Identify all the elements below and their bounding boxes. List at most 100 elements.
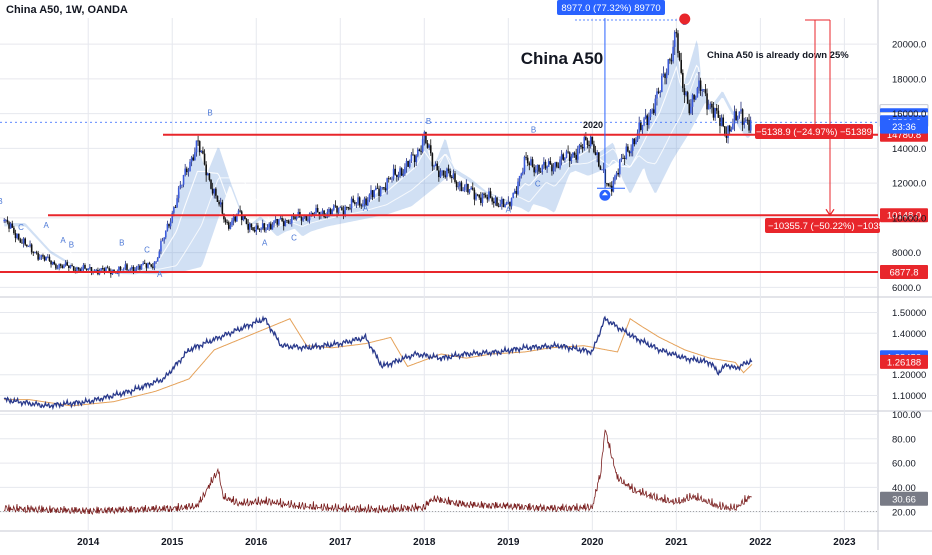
price-candle-body <box>599 166 602 170</box>
price-candle-body <box>324 216 327 218</box>
price-candle-body <box>410 154 413 162</box>
price-candle-body <box>370 190 372 195</box>
price-candle-body <box>126 264 128 270</box>
price-candle-body <box>499 204 502 207</box>
price-candle-body <box>386 178 388 191</box>
price-candle-body <box>694 97 697 100</box>
price-candle-body <box>484 194 487 197</box>
price-candle-body <box>670 60 673 62</box>
price-candle-body <box>30 244 33 253</box>
price-candle-body <box>486 196 489 200</box>
price-candle-body <box>38 257 41 260</box>
price-candle-body <box>378 188 380 197</box>
price-candle-body <box>32 252 35 254</box>
price-candle-body <box>593 144 595 153</box>
price-candle-body <box>197 140 199 142</box>
price-candle-body <box>630 150 632 154</box>
price-candle-body <box>59 264 62 266</box>
price-candle-body <box>17 233 20 240</box>
y-tick-label: 80.00 <box>892 434 916 445</box>
price-candle-body <box>286 220 288 222</box>
price-candle-body <box>310 212 312 214</box>
price-candle-body <box>678 53 681 60</box>
price-candle-body <box>583 137 586 149</box>
wave-label: B <box>207 108 212 117</box>
price-candle-body <box>302 217 304 221</box>
price-candle-body <box>177 187 180 199</box>
price-candle-body <box>620 157 623 160</box>
price-candle-body <box>745 119 747 122</box>
price-candle-body <box>119 266 122 270</box>
price-candle-body <box>90 267 93 273</box>
price-candle-body <box>208 173 211 180</box>
x-tick-label: 2023 <box>833 537 856 548</box>
price-candle-body <box>21 242 23 244</box>
price-candle-body <box>337 207 340 213</box>
price-candle-body <box>368 194 371 201</box>
price-candle-body <box>185 168 188 173</box>
price-candle-body <box>366 200 369 206</box>
price-candle-body <box>557 166 560 168</box>
price-candle-body <box>242 215 245 221</box>
y-tick-label: 1.20000 <box>892 370 926 381</box>
price-candle-body <box>169 221 172 227</box>
price-candle-body <box>536 164 539 171</box>
price-candle-body <box>426 143 429 148</box>
price-candle-body <box>294 216 296 220</box>
wave-label: B <box>531 126 536 135</box>
price-candle-body <box>37 253 39 260</box>
price-candle-body <box>661 75 663 93</box>
price-candle-body <box>360 205 363 207</box>
price-candle-body <box>468 189 471 193</box>
price-candle-body <box>622 157 624 159</box>
price-candle-body <box>64 262 67 265</box>
price-candle-body <box>129 268 132 270</box>
price-candle-body <box>507 201 510 203</box>
price-candle-body <box>22 238 25 244</box>
price-candle-body <box>168 223 170 227</box>
measure-down-2-label: −10355.7 (−50.22%) −10355 <box>768 221 889 232</box>
price-candle-body <box>139 265 141 270</box>
price-candle-body <box>323 210 325 217</box>
price-candle-body <box>194 152 196 161</box>
price-candle-body <box>452 173 455 179</box>
price-candle-body <box>239 210 241 212</box>
price-candle-body <box>77 267 80 270</box>
price-candle-body <box>552 167 555 172</box>
level-price-tag <box>880 265 928 280</box>
price-candle-body <box>559 159 561 168</box>
price-candle-body <box>673 32 676 47</box>
price-candle-body <box>567 151 569 153</box>
price-candle-body <box>518 175 521 182</box>
price-candle-body <box>669 59 671 61</box>
price-candle-body <box>488 191 490 200</box>
price-candle-body <box>635 140 637 145</box>
price-candle-body <box>512 192 514 199</box>
price-candle-body <box>122 268 125 270</box>
price-candle-body <box>693 94 695 100</box>
volatility-series-line <box>3 429 752 516</box>
price-candle-body <box>715 108 718 111</box>
price-candle-body <box>662 73 665 76</box>
price-candle-body <box>47 256 49 258</box>
price-candle-body <box>654 98 657 114</box>
price-candle-body <box>11 223 14 228</box>
price-candle-body <box>609 185 611 187</box>
price-candle-body <box>203 153 206 165</box>
price-candle-body <box>263 223 266 231</box>
price-candle-body <box>24 238 27 245</box>
price-candle-body <box>547 161 550 167</box>
price-candle-body <box>333 205 335 210</box>
price-candle-body <box>121 269 123 271</box>
price-candle-body <box>696 88 699 98</box>
price-candle-body <box>682 72 684 89</box>
price-candle-body <box>219 202 222 205</box>
price-candle-body <box>331 209 333 215</box>
price-candle-body <box>248 223 251 230</box>
price-candle-body <box>6 219 9 223</box>
price-candle-body <box>329 209 332 215</box>
y-tick-label: 60.00 <box>892 459 916 470</box>
price-candle-body <box>192 157 195 161</box>
price-candle-body <box>171 212 174 222</box>
